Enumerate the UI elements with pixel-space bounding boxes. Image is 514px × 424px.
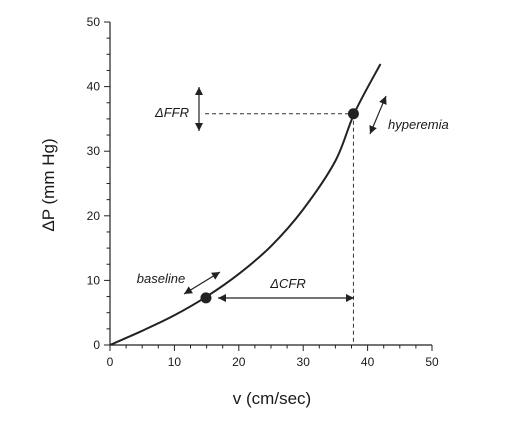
x-tick-label: 20	[232, 355, 246, 369]
delta-cfr-label: ΔCFR	[269, 276, 305, 291]
x-tick-label: 30	[297, 355, 311, 369]
x-tick-label: 50	[425, 355, 439, 369]
baseline-arrow-head-end	[211, 272, 220, 280]
hyperemia-arrow-head-start	[369, 125, 377, 134]
data-points	[200, 108, 359, 304]
baseline-arrow-head-start	[184, 286, 193, 294]
y-tick-label: 40	[87, 80, 101, 94]
x-tick-label: 40	[361, 355, 375, 369]
hyperemia-label: hyperemia	[388, 117, 449, 132]
hyperemia-arrow-head-end	[379, 96, 387, 105]
y-tick-label: 30	[87, 144, 101, 158]
x-tick-label: 10	[168, 355, 182, 369]
hyperemia-point	[347, 108, 359, 120]
y-axis-ticks: 0 10 20 30 40 50	[87, 15, 110, 352]
delta-ffr-arrow-head-end	[195, 123, 203, 131]
guide-lines	[205, 113, 354, 345]
y-tick-label: 10	[87, 273, 101, 287]
baseline-point	[200, 292, 212, 304]
series-curve	[109, 63, 382, 346]
y-axis-title: ΔP (mm Hg)	[39, 138, 58, 231]
delta-ffr-arrow-head-start	[195, 87, 203, 95]
x-axis-title: v (cm/sec)	[233, 389, 311, 408]
delta-ffr-label: ΔFFR	[154, 105, 189, 120]
x-tick-label: 0	[107, 355, 114, 369]
pressure-velocity-curve	[109, 63, 382, 346]
delta-cfr-arrow-head-end	[346, 294, 354, 302]
x-axis-ticks: 0 10 20 30 40 50	[107, 345, 439, 369]
delta-cfr-arrow-head-start	[218, 294, 226, 302]
axes	[109, 22, 432, 346]
y-tick-label: 50	[87, 15, 101, 29]
annotation-arrows	[183, 87, 387, 302]
y-tick-label: 0	[93, 338, 100, 352]
y-tick-label: 20	[87, 209, 101, 223]
baseline-label: baseline	[137, 271, 185, 286]
